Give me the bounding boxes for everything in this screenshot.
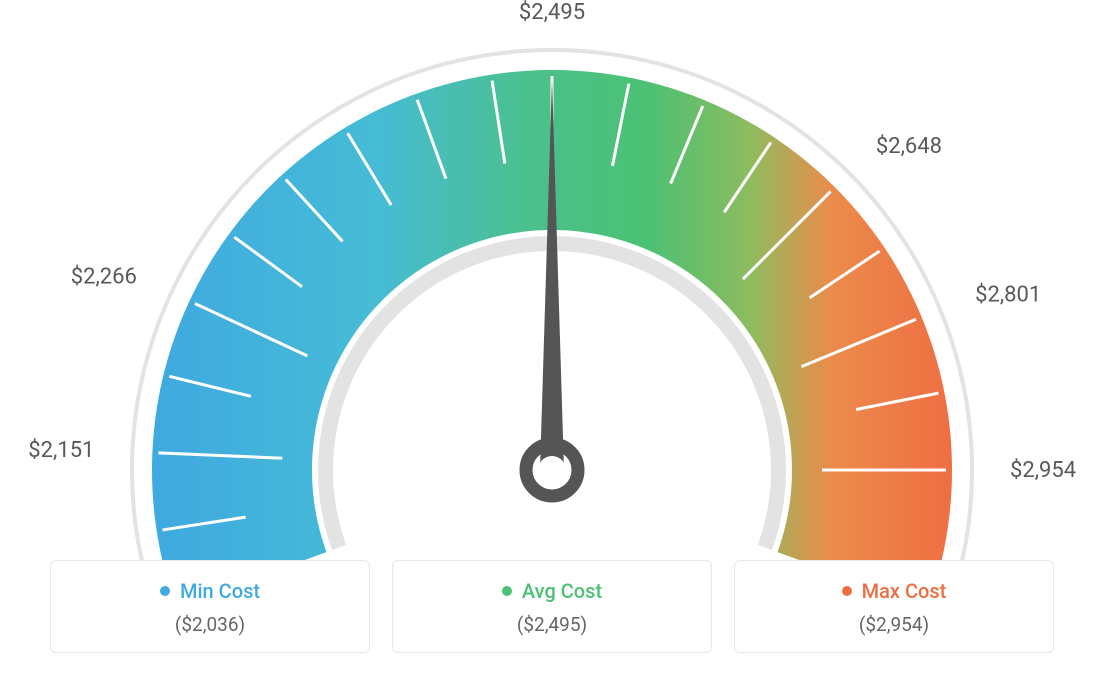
legend-text-avg: Avg Cost xyxy=(522,579,602,603)
legend-dot-max xyxy=(842,586,852,596)
legend-row: Min Cost ($2,036) Avg Cost ($2,495) Max … xyxy=(0,560,1104,653)
legend-card-min: Min Cost ($2,036) xyxy=(50,560,370,653)
gauge-tick-label: $2,495 xyxy=(519,0,585,25)
gauge-tick-label: $2,648 xyxy=(876,134,942,159)
cost-gauge-widget: $2,036$2,151$2,266$2,495$2,648$2,801$2,9… xyxy=(0,0,1104,690)
legend-text-max: Max Cost xyxy=(862,579,947,603)
legend-card-max: Max Cost ($2,954) xyxy=(734,560,1054,653)
gauge-chart: $2,036$2,151$2,266$2,495$2,648$2,801$2,9… xyxy=(0,0,1104,560)
gauge-tick-label: $2,954 xyxy=(1010,458,1076,483)
legend-dot-avg xyxy=(502,586,512,596)
legend-label-max: Max Cost xyxy=(842,579,947,603)
legend-dot-min xyxy=(160,586,170,596)
legend-text-min: Min Cost xyxy=(180,579,260,603)
gauge-tick-label: $2,801 xyxy=(975,283,1041,308)
legend-value-min: ($2,036) xyxy=(61,613,359,636)
gauge-svg: $2,036$2,151$2,266$2,495$2,648$2,801$2,9… xyxy=(0,0,1104,560)
gauge-tick-label: $2,266 xyxy=(71,264,137,289)
legend-value-max: ($2,954) xyxy=(745,613,1043,636)
legend-label-avg: Avg Cost xyxy=(502,579,602,603)
legend-card-avg: Avg Cost ($2,495) xyxy=(392,560,712,653)
legend-label-min: Min Cost xyxy=(160,579,260,603)
gauge-tick-label: $2,151 xyxy=(28,438,94,463)
legend-value-avg: ($2,495) xyxy=(403,613,701,636)
